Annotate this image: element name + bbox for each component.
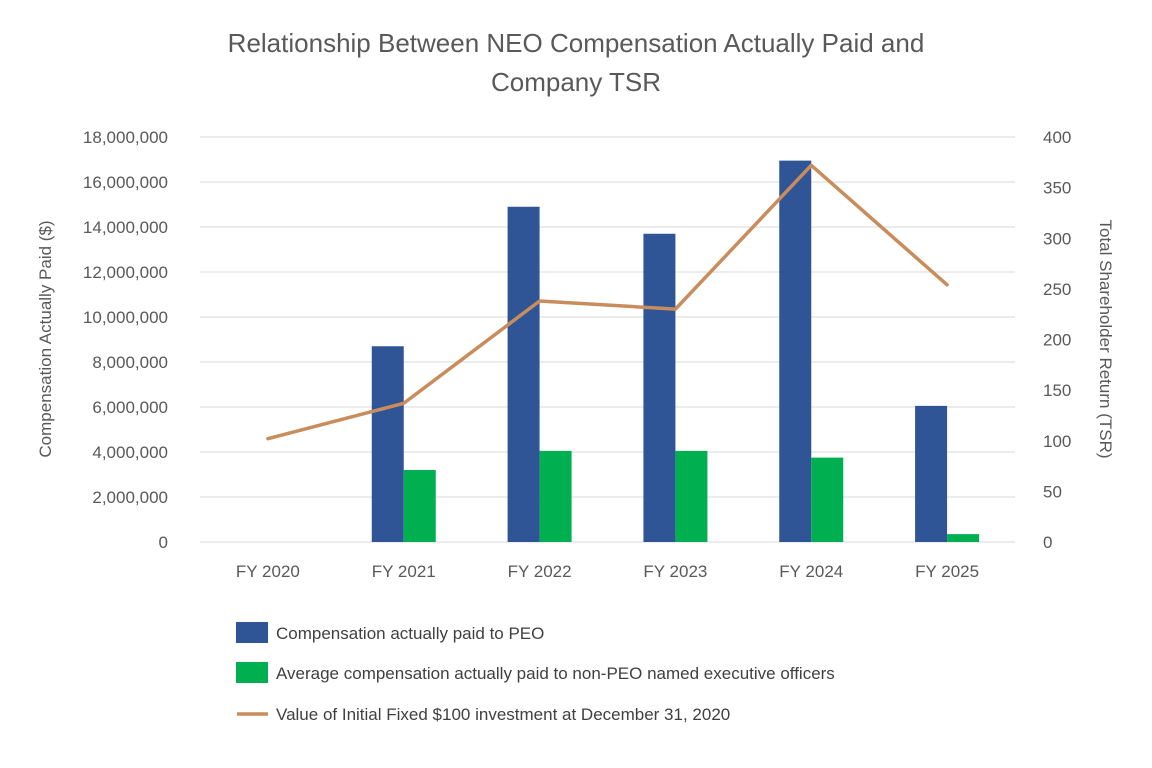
legend-label: Average compensation actually paid to no… bbox=[276, 664, 835, 683]
y-right-tick-label: 400 bbox=[1043, 128, 1071, 147]
bar-non-peo bbox=[947, 534, 980, 542]
bars bbox=[371, 160, 980, 542]
tsr-point bbox=[267, 438, 269, 440]
y-right-tick-label: 350 bbox=[1043, 179, 1071, 198]
y-left-tick-label: 14,000,000 bbox=[83, 218, 168, 237]
bar-peo bbox=[507, 206, 540, 542]
bar-non-peo bbox=[675, 450, 708, 542]
tsr-point bbox=[810, 164, 812, 166]
legend-swatch-peo bbox=[236, 622, 268, 643]
y-left-tick-label: 0 bbox=[159, 533, 168, 552]
y-right-tick-label: 200 bbox=[1043, 331, 1071, 350]
chart-title-line-2: Company TSR bbox=[491, 67, 661, 97]
y-left-tick-label: 18,000,000 bbox=[83, 128, 168, 147]
legend-swatch-non-peo bbox=[236, 662, 268, 683]
y-left-axis-title: Compensation Actually Paid ($) bbox=[36, 220, 55, 457]
y-right-tick-label: 250 bbox=[1043, 280, 1071, 299]
right-axis-ticks: 0 50 100 150 200 250 300 350 400 bbox=[1043, 128, 1071, 552]
y-left-tick-label: 12,000,000 bbox=[83, 263, 168, 282]
tsr-line bbox=[266, 163, 949, 441]
y-right-tick-label: 150 bbox=[1043, 381, 1071, 400]
tsr-point bbox=[539, 300, 541, 302]
x-tick-label: FY 2021 bbox=[372, 562, 436, 581]
bar-non-peo bbox=[539, 450, 572, 542]
y-left-tick-label: 8,000,000 bbox=[92, 353, 168, 372]
y-right-axis-title: Total Shareholder Return (TSR) bbox=[1096, 219, 1115, 458]
legend-label: Value of Initial Fixed $100 investment a… bbox=[276, 705, 730, 724]
bar-peo bbox=[643, 233, 676, 542]
tsr-line-layer bbox=[266, 163, 949, 441]
bar-non-peo bbox=[403, 470, 436, 542]
left-axis-ticks: 0 2,000,000 4,000,000 6,000,000 8,000,000 10,… bbox=[83, 128, 168, 552]
chart-title: Relationship Between NEO Compensation Ac… bbox=[228, 28, 925, 97]
x-axis-ticks: FY 2020 FY 2021 FY 2022 FY 2023 FY 2024 FY 20… bbox=[236, 562, 979, 581]
x-tick-label: FY 2025 bbox=[915, 562, 979, 581]
y-right-tick-label: 0 bbox=[1043, 533, 1052, 552]
y-right-tick-label: 100 bbox=[1043, 432, 1071, 451]
bar-non-peo bbox=[811, 457, 844, 542]
y-left-tick-label: 2,000,000 bbox=[92, 488, 168, 507]
y-right-tick-label: 300 bbox=[1043, 229, 1071, 248]
legend-label: Compensation actually paid to PEO bbox=[276, 624, 544, 643]
tsr-point bbox=[674, 308, 676, 310]
tsr-point bbox=[946, 284, 948, 286]
y-left-tick-label: 6,000,000 bbox=[92, 398, 168, 417]
x-tick-label: FY 2023 bbox=[643, 562, 707, 581]
y-left-tick-label: 4,000,000 bbox=[92, 443, 168, 462]
bar-peo bbox=[915, 405, 948, 542]
y-right-tick-label: 50 bbox=[1043, 482, 1062, 501]
bar-peo bbox=[779, 160, 812, 542]
x-tick-label: FY 2024 bbox=[779, 562, 843, 581]
tsr-point bbox=[403, 402, 405, 404]
legend: Compensation actually paid to PEO Average… bbox=[236, 622, 835, 724]
y-left-tick-label: 16,000,000 bbox=[83, 173, 168, 192]
x-tick-label: FY 2022 bbox=[508, 562, 572, 581]
x-tick-label: FY 2020 bbox=[236, 562, 300, 581]
chart-title-line-1: Relationship Between NEO Compensation Ac… bbox=[228, 28, 925, 58]
bar-peo bbox=[371, 346, 404, 542]
y-left-tick-label: 10,000,000 bbox=[83, 308, 168, 327]
gridlines bbox=[200, 136, 1015, 543]
